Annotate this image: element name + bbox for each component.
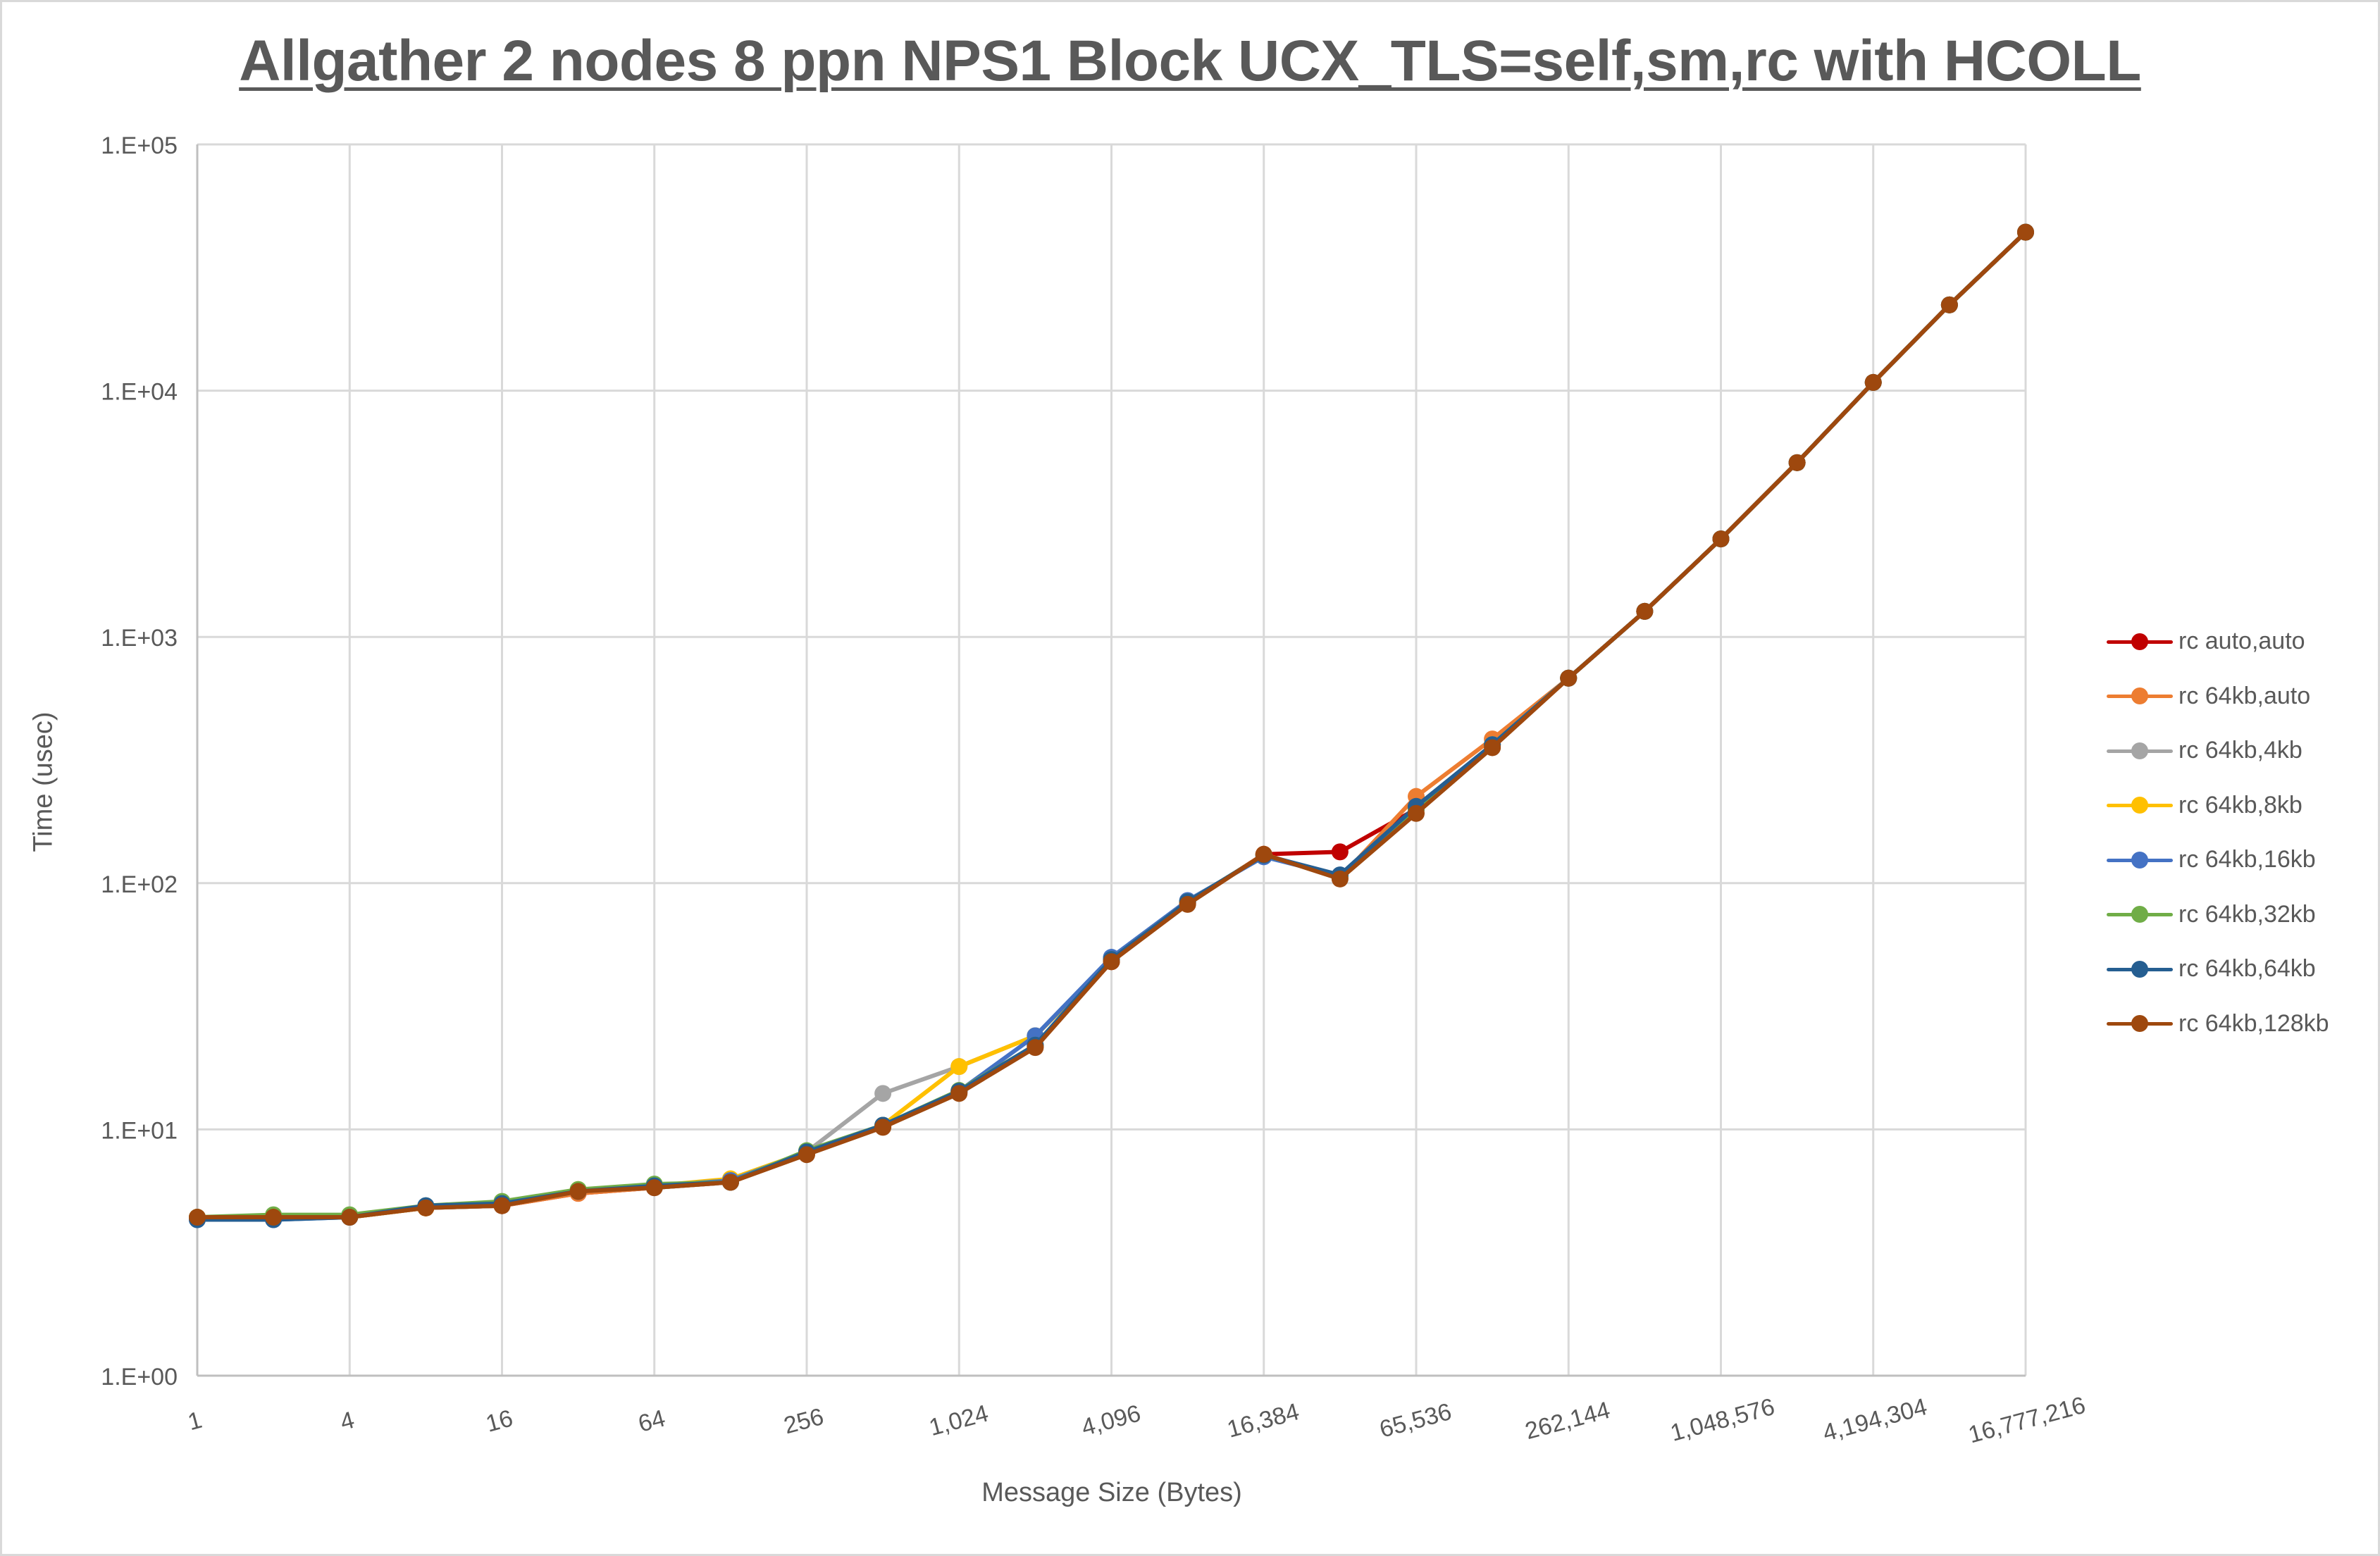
data-point — [189, 1209, 206, 1226]
x-tick-label: 1 — [185, 1407, 205, 1436]
x-tick-label: 16,384 — [1225, 1398, 1302, 1443]
data-point — [1864, 373, 1882, 391]
data-point — [417, 1199, 435, 1216]
data-series — [189, 223, 2034, 1228]
x-tick-label: 262,144 — [1523, 1397, 1613, 1445]
y-axis-tick-labels: 1.E+00 1.E+01 1.E+02 1.E+03 1.E+04 1.E+05 — [101, 132, 178, 1390]
x-axis-tick-labels: 1 4 16 64 256 1,024 4,096 16,384 65,536 262,144 1,… — [185, 1392, 2088, 1449]
legend-label: rc 64kb,auto — [2178, 682, 2311, 709]
x-tick-label: 1,048,576 — [1668, 1393, 1778, 1447]
y-tick-label: 1.E+04 — [101, 379, 178, 406]
data-point — [645, 1179, 663, 1197]
data-point — [874, 1085, 892, 1102]
legend-item[interactable]: rc 64kb,128kb — [2107, 997, 2329, 1052]
gridlines — [197, 143, 2027, 1376]
x-tick-label: 4 — [337, 1407, 357, 1436]
legend-item[interactable]: rc 64kb,8kb — [2107, 778, 2329, 833]
data-point — [1179, 895, 1196, 913]
legend-item[interactable]: rc 64kb,16kb — [2107, 833, 2329, 888]
legend-item[interactable]: rc 64kb,4kb — [2107, 723, 2329, 778]
data-point — [569, 1183, 587, 1200]
data-point — [1484, 739, 1501, 757]
data-point — [2017, 223, 2034, 241]
x-tick-label: 16,777,216 — [1966, 1392, 2088, 1449]
legend-label: rc 64kb,128kb — [2178, 1009, 2329, 1037]
data-point — [1027, 1039, 1044, 1057]
legend-item[interactable]: rc 64kb,64kb — [2107, 942, 2329, 997]
legend-label: rc 64kb,64kb — [2178, 955, 2316, 983]
legend-item[interactable]: rc auto,auto — [2107, 614, 2329, 669]
legend-marker-icon — [2107, 960, 2173, 978]
data-point — [1636, 602, 1654, 620]
data-point — [1560, 669, 1578, 687]
data-point — [341, 1209, 359, 1226]
x-tick-label: 256 — [781, 1403, 827, 1439]
x-axis-title: Message Size (Bytes) — [981, 1478, 1242, 1507]
x-tick-label: 1,024 — [926, 1400, 991, 1441]
legend-marker-icon — [2107, 851, 2173, 869]
data-point — [1712, 530, 1730, 548]
y-axis-title: Time (usec) — [28, 711, 58, 852]
legend-item[interactable]: rc 64kb,32kb — [2107, 888, 2329, 942]
data-point — [1788, 454, 1806, 471]
legend-marker-icon — [2107, 1015, 2173, 1033]
data-point — [1331, 843, 1349, 861]
legend-label: rc 64kb,32kb — [2178, 900, 2316, 928]
legend-item[interactable]: rc 64kb,auto — [2107, 669, 2329, 724]
legend-marker-icon — [2107, 633, 2173, 650]
data-point — [874, 1119, 892, 1136]
data-point — [1103, 953, 1120, 971]
legend-marker-icon — [2107, 906, 2173, 923]
y-tick-label: 1.E+02 — [101, 871, 178, 898]
legend-marker-icon — [2107, 797, 2173, 814]
x-tick-label: 16 — [483, 1405, 516, 1437]
x-tick-label: 64 — [636, 1405, 668, 1437]
x-tick-label: 65,536 — [1377, 1398, 1454, 1443]
data-point — [1408, 804, 1425, 822]
legend-label: rc auto,auto — [2178, 628, 2305, 655]
data-point — [950, 1058, 968, 1076]
data-point — [721, 1174, 739, 1191]
y-tick-label: 1.E+01 — [101, 1117, 178, 1144]
legend-label: rc 64kb,8kb — [2178, 791, 2302, 819]
x-tick-label: 4,096 — [1079, 1400, 1143, 1441]
legend-marker-icon — [2107, 742, 2173, 759]
data-point — [1331, 870, 1349, 888]
chart-title: Allgather 2 nodes 8 ppn NPS1 Block UCX_T… — [239, 29, 2141, 93]
data-point — [493, 1197, 511, 1214]
y-tick-label: 1.E+03 — [101, 625, 178, 652]
data-point — [798, 1146, 815, 1164]
y-tick-label: 1.E+00 — [101, 1364, 178, 1390]
legend: rc auto,auto rc 64kb,auto rc 64kb,4kb rc… — [2107, 614, 2329, 1051]
series-rc-64kb-128kb — [189, 223, 2034, 1226]
data-point — [950, 1085, 968, 1102]
axes — [196, 144, 2026, 1377]
legend-label: rc 64kb,16kb — [2178, 846, 2316, 873]
legend-label: rc 64kb,4kb — [2178, 737, 2302, 764]
x-tick-label: 4,194,304 — [1820, 1393, 1930, 1447]
data-point — [265, 1209, 283, 1226]
data-point — [1255, 845, 1272, 863]
data-point — [1940, 296, 1958, 313]
legend-marker-icon — [2107, 687, 2173, 705]
y-tick-label: 1.E+05 — [101, 132, 178, 159]
